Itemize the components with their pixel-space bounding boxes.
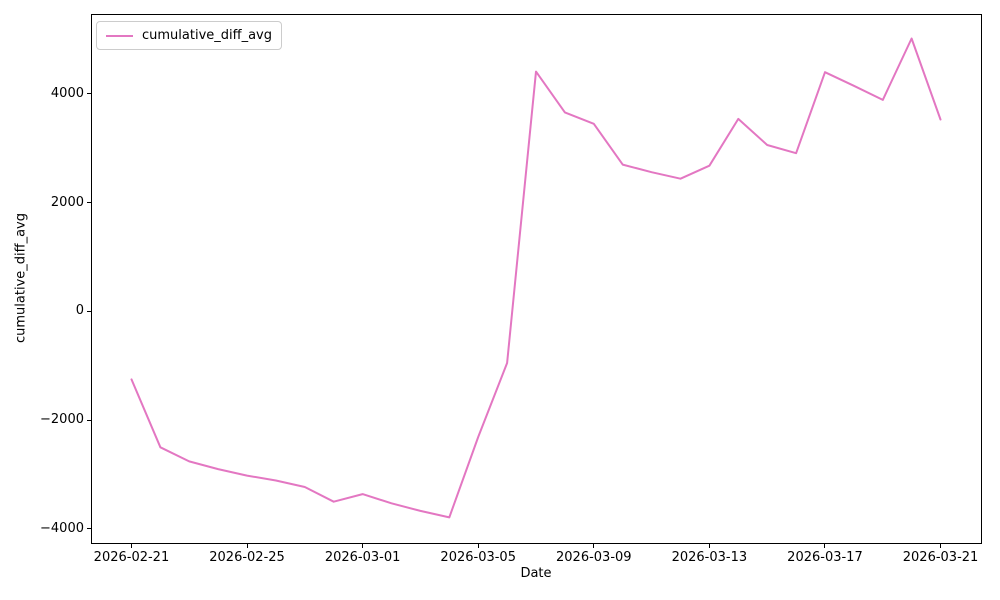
y-tick-label: 0 [75,303,84,319]
y-axis-label: cumulative_diff_avg [13,213,29,343]
x-tick-label: 2026-03-21 [902,550,979,565]
x-tick-label: 2026-03-01 [324,550,401,565]
x-tick-mark [824,544,826,548]
y-tick-mark [87,93,91,95]
x-tick-mark [708,544,710,548]
y-tick-label: 2000 [50,194,84,210]
x-tick-label: 2026-03-09 [556,550,632,565]
x-tick-mark [940,544,942,548]
x-tick-mark [477,544,479,548]
legend-line-sample-icon [106,34,133,37]
x-tick-label: 2026-03-05 [440,550,516,565]
plot-area [91,14,982,544]
y-tick-mark [87,419,91,421]
y-tick-mark [87,202,91,204]
y-tick-mark [87,528,91,530]
y-tick-mark [87,310,91,312]
x-tick-mark [362,544,364,548]
y-tick-label: −4000 [40,520,84,536]
x-axis-label: Date [520,566,552,581]
x-tick-mark [593,544,595,548]
x-tick-mark [246,544,248,548]
x-tick-label: 2026-02-25 [209,550,285,565]
x-tick-label: 2026-02-21 [93,550,170,565]
legend: cumulative_diff_avg [96,21,282,50]
series-line-cumulative-diff-avg [130,37,942,519]
y-tick-label: −2000 [40,412,84,428]
y-tick-label: 4000 [50,85,84,101]
x-tick-label: 2026-03-13 [671,550,748,565]
legend-label: cumulative_diff_avg [142,27,272,43]
x-tick-mark [130,544,132,548]
x-tick-label: 2026-03-17 [787,550,863,565]
